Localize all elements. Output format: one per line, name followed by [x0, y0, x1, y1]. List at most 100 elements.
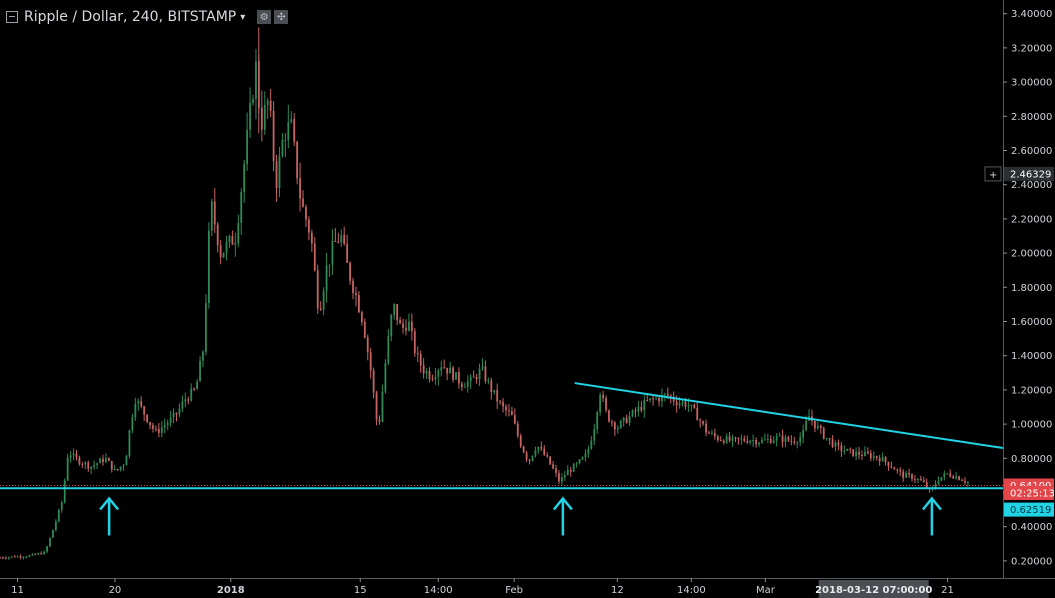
candle-body [452, 367, 454, 380]
candle-body [608, 410, 610, 422]
candle-body [7, 557, 10, 559]
candle-body [128, 430, 131, 456]
candle-body [172, 412, 175, 418]
candle-body [384, 363, 387, 392]
candle-body [716, 436, 719, 441]
price-tick-label: 2.00000 [1011, 249, 1052, 260]
crosshair-date-label: 2018-03-12 07:00:00 [815, 585, 932, 596]
candle-body [175, 412, 178, 415]
candle-body [143, 406, 146, 415]
candle-body [369, 352, 372, 371]
candle-body [819, 425, 822, 428]
candle-body [525, 452, 528, 460]
candle-body [266, 100, 269, 106]
candle-body [499, 401, 502, 403]
candle-body [693, 404, 696, 408]
candle-body [331, 240, 334, 265]
format-icon[interactable]: ✣ [274, 10, 289, 24]
collapse-icon[interactable] [6, 11, 18, 23]
candle-body [619, 420, 622, 428]
candle-body [152, 425, 154, 429]
candle-body [105, 458, 107, 462]
candle-body [205, 302, 207, 352]
candle-body [652, 398, 655, 400]
candle-body [102, 458, 104, 462]
candle-body [455, 372, 457, 380]
candle-body [131, 417, 134, 431]
candle-body [805, 420, 807, 431]
candle-body [672, 396, 675, 402]
candle-body [319, 308, 322, 310]
candle-body [163, 425, 166, 428]
price-tick-label: 1.20000 [1011, 385, 1052, 396]
candle-body [234, 243, 237, 245]
candle-body [722, 440, 725, 443]
candle-body [157, 428, 160, 433]
candle-body [484, 366, 487, 382]
candle-body [34, 554, 37, 556]
candle-body [125, 455, 128, 466]
candle-body [766, 438, 769, 440]
candle-body [490, 380, 493, 393]
candle-body [213, 201, 216, 225]
candle-body [210, 201, 213, 231]
candle-body [460, 383, 463, 388]
candle-body [72, 453, 75, 456]
candle-body [372, 370, 375, 393]
candle-body [87, 462, 90, 469]
resistance-trendline [574, 382, 1004, 450]
candle-body [908, 473, 910, 475]
time-tick-label: Feb [505, 585, 523, 596]
candle-body [669, 395, 672, 397]
candle-body [113, 469, 116, 471]
candle-body [793, 441, 796, 443]
candle-body [316, 270, 319, 309]
time-tick-label: 14:00 [424, 585, 453, 596]
candle-body [434, 376, 437, 380]
candle-body [602, 395, 604, 399]
symbol-title[interactable]: Ripple / Dollar, 240, BITSTAMP [24, 9, 237, 25]
candle-body [566, 469, 569, 476]
drawings-layer[interactable] [0, 382, 1004, 536]
candle-body [381, 391, 384, 422]
time-tick-label: 11 [11, 585, 24, 596]
chevron-down-icon[interactable]: ▾ [240, 11, 246, 23]
price-tick-label: 1.40000 [1011, 351, 1052, 362]
candle-body [43, 551, 46, 555]
candle-body [493, 390, 496, 393]
candle-body [440, 367, 443, 371]
candle-body [869, 453, 872, 459]
candle-body [78, 457, 81, 464]
candle-body [463, 386, 466, 388]
time-tick-label: 14:00 [677, 585, 706, 596]
candle-body [305, 206, 307, 220]
candle-body [184, 399, 187, 402]
candle-body [346, 243, 349, 263]
price-tick-label: 0.40000 [1011, 522, 1052, 533]
candle-body [28, 555, 31, 557]
candle-body [169, 417, 172, 423]
candle-body [966, 482, 969, 484]
settings-icon[interactable]: ⚙ [257, 10, 272, 24]
time-tick-label: Mar [756, 585, 776, 596]
candle-body [581, 457, 584, 460]
candle-body [243, 163, 246, 192]
candle-body [943, 473, 946, 478]
candle-body [955, 476, 958, 479]
candle-body [178, 408, 181, 415]
candle-body [508, 410, 510, 412]
candle-body [790, 440, 793, 442]
candle-body [193, 388, 196, 390]
candle-body [322, 290, 325, 310]
candle-body [890, 466, 893, 468]
price-tag-bg [1004, 486, 1054, 501]
crosshair-date-bg [818, 580, 929, 598]
candle-body [728, 436, 731, 441]
candle-body [219, 245, 222, 258]
time-axis[interactable]: 11 20 2018 15 14:00 Feb 12 14:00 Mar 21 2018-03-12… [0, 578, 1055, 598]
candle-body [458, 372, 460, 384]
candle-body [940, 477, 943, 481]
candle-body [743, 438, 746, 441]
